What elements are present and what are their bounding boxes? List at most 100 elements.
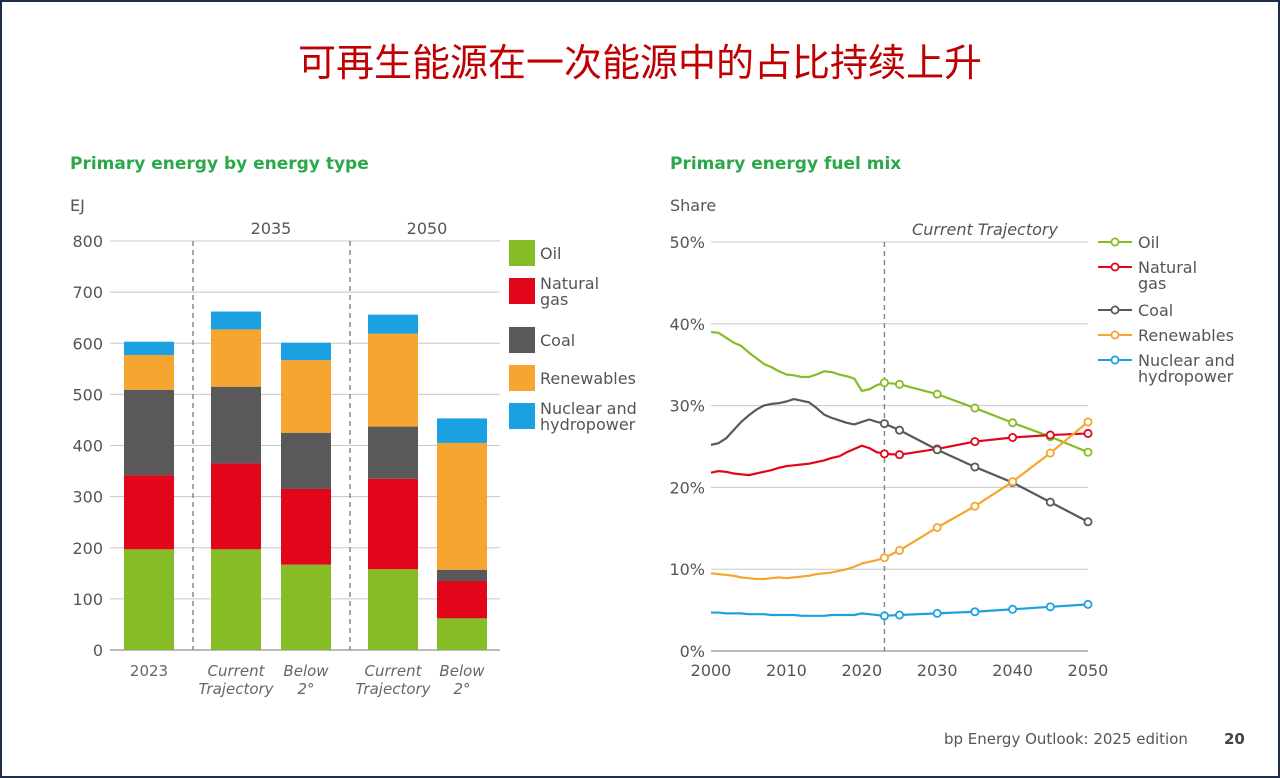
legend-swatch-nuclear-and-hydropower [509, 403, 535, 429]
bar-coal [124, 389, 174, 476]
line-y-tick-label: 0% [680, 642, 705, 661]
legend-swatch-natural-gas [509, 278, 535, 304]
marker-oil [932, 389, 942, 399]
bar-nuclear-and-hydropower [124, 341, 174, 356]
marker-natural-gas [1045, 430, 1055, 440]
bar-oil [124, 549, 174, 650]
marker-natural-gas [895, 450, 905, 460]
marker-coal [932, 445, 942, 455]
legend-label-oil: Oil [1138, 233, 1159, 252]
bar-group-label: 2050 [407, 219, 448, 238]
line-chart-unit: Share [670, 196, 717, 215]
line-oil [710, 330, 1089, 454]
bar-y-tick-label: 0 [93, 641, 103, 660]
marker-natural-gas [1008, 433, 1018, 443]
bar-nuclear-and-hydropower [281, 342, 331, 361]
bar-chart-title: Primary energy by energy type [70, 154, 369, 174]
legend-label-natural-gas: Natural gas [540, 274, 599, 309]
bar-category-label: Current Trajectory [355, 662, 431, 698]
bar-oil [368, 569, 418, 650]
bar-natural-gas [211, 463, 261, 550]
bar-renewables [368, 333, 418, 427]
line-y-tick-label: 40% [669, 315, 705, 334]
legend-label-coal: Coal [1138, 301, 1173, 320]
marker-natural-gas [1083, 428, 1093, 438]
bar-y-tick-label: 100 [72, 590, 103, 609]
projection-annotation: Current Trajectory [912, 220, 1058, 239]
bar-y-tick-label: 400 [72, 437, 103, 456]
line-chart-title: Primary energy fuel mix [670, 154, 902, 174]
line-y-tick-label: 10% [669, 560, 705, 579]
bar-category-label: 2023 [130, 662, 168, 680]
line-x-tick-label: 2030 [917, 661, 958, 680]
page-number: 20 [1224, 730, 1245, 748]
legend-swatch-renewables [509, 365, 535, 391]
bar-y-tick-label: 200 [72, 539, 103, 558]
line-y-tick-label: 50% [669, 233, 705, 252]
bar-category-label: Below 2° [439, 662, 485, 698]
marker-natural-gas [970, 437, 980, 447]
line-renewables [710, 421, 1089, 581]
marker-coal [895, 425, 905, 435]
legend-label-renewables: Renewables [1138, 326, 1234, 345]
bar-y-tick-label: 500 [72, 385, 103, 404]
bar-renewables [437, 442, 487, 570]
marker-renewables [879, 553, 889, 563]
legend-marker-natural-gas [1110, 262, 1120, 272]
marker-oil [895, 379, 905, 389]
marker-nuclear-and-hydropower [879, 611, 889, 621]
legend-marker-oil [1110, 237, 1120, 247]
marker-nuclear-and-hydropower [970, 607, 980, 617]
marker-renewables [1083, 417, 1093, 427]
bar-y-tick-label: 700 [72, 283, 103, 302]
legend-label-oil: Oil [540, 244, 561, 263]
bar-natural-gas [368, 478, 418, 570]
legend-label-nuclear-and-hydropower: Nuclear and hydropower [540, 399, 637, 434]
marker-natural-gas [879, 449, 889, 459]
line-y-tick-label: 30% [669, 397, 705, 416]
bar-renewables [211, 329, 261, 387]
line-y-tick-label: 20% [669, 478, 705, 497]
bar-y-tick-label: 300 [72, 488, 103, 507]
marker-oil [970, 403, 980, 413]
legend-label-coal: Coal [540, 331, 575, 350]
legend-swatch-coal [509, 327, 535, 353]
marker-nuclear-and-hydropower [1045, 602, 1055, 612]
legend-swatch-oil [509, 240, 535, 266]
legend-marker-coal [1110, 305, 1120, 315]
bar-group-label: 2035 [251, 219, 292, 238]
bar-coal [368, 426, 418, 479]
line-coal [710, 397, 1089, 523]
bar-nuclear-and-hydropower [211, 311, 261, 330]
marker-coal [879, 419, 889, 429]
marker-coal [1045, 497, 1055, 507]
legend-label-renewables: Renewables [540, 369, 636, 388]
line-nuclear-and-hydropower [711, 603, 1089, 617]
bar-nuclear-and-hydropower [368, 314, 418, 334]
bar-nuclear-and-hydropower [437, 418, 487, 443]
marker-renewables [895, 545, 905, 555]
line-x-tick-label: 2010 [766, 661, 807, 680]
line-x-tick-label: 2000 [691, 661, 732, 680]
legend-label-natural-gas: Natural gas [1138, 258, 1197, 293]
legend-label-nuclear-and-hydropower: Nuclear and hydropower [1138, 351, 1235, 386]
line-natural-gas [710, 432, 1089, 477]
marker-nuclear-and-hydropower [1083, 599, 1093, 609]
marker-oil [1083, 447, 1093, 457]
footer-source: bp Energy Outlook: 2025 edition [944, 730, 1188, 748]
marker-nuclear-and-hydropower [1008, 604, 1018, 614]
bar-renewables [281, 360, 331, 433]
marker-nuclear-and-hydropower [895, 610, 905, 620]
bar-coal [211, 386, 261, 464]
bar-natural-gas [281, 488, 331, 565]
bar-category-label: Below 2° [283, 662, 329, 698]
bar-y-tick-label: 800 [72, 232, 103, 251]
marker-renewables [1045, 448, 1055, 458]
bar-chart-unit: EJ [70, 196, 85, 215]
line-x-tick-label: 2020 [841, 661, 882, 680]
line-x-tick-label: 2040 [992, 661, 1033, 680]
bar-coal [437, 569, 487, 581]
